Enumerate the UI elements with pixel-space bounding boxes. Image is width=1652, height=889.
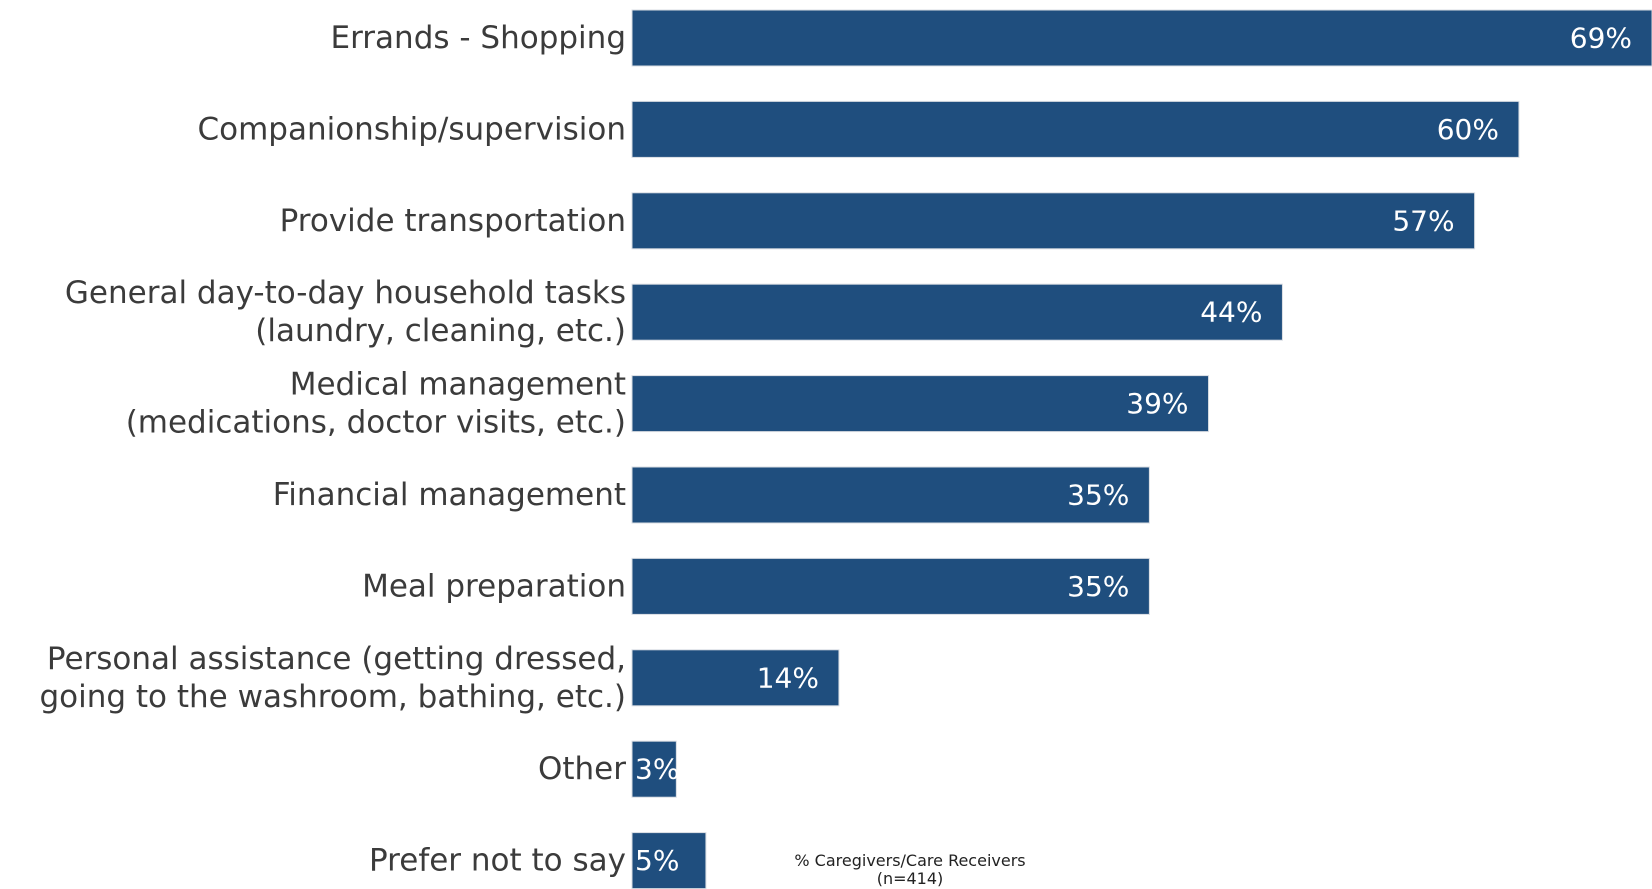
category-label-1: Companionship/supervision xyxy=(197,111,626,147)
category-label-7-line1: Personal assistance (getting dressed, xyxy=(47,641,626,677)
value-label-4: 39% xyxy=(1126,387,1188,420)
category-label-3-line1: General day-to-day household tasks xyxy=(65,275,626,311)
value-label-0: 69% xyxy=(1570,22,1632,55)
value-label-6: 35% xyxy=(1067,570,1129,603)
sample-note: % Caregivers/Care Receivers (n=414) xyxy=(740,852,1080,888)
bar-4 xyxy=(631,375,1210,433)
category-label-4-line2: (medications, doctor visits, etc.) xyxy=(126,405,626,441)
category-label-8: Other xyxy=(538,751,626,787)
value-label-9: 5% xyxy=(635,844,679,877)
bar-8 xyxy=(631,740,677,798)
bar-5 xyxy=(631,466,1150,524)
bar-7 xyxy=(631,649,840,707)
value-label-3: 44% xyxy=(1200,296,1262,329)
category-label-3-line2: (laundry, cleaning, etc.) xyxy=(255,313,626,349)
value-label-8: 3% xyxy=(635,753,679,786)
category-label-7-line2: going to the washroom, bathing, etc.) xyxy=(39,679,626,715)
category-label-2: Provide transportation xyxy=(280,203,626,239)
category-label-6: Meal preparation xyxy=(362,568,626,604)
bar-3 xyxy=(631,283,1283,341)
value-label-5: 35% xyxy=(1067,479,1129,512)
sample-note-line2: (n=414) xyxy=(876,869,944,888)
sample-note-line1: % Caregivers/Care Receivers xyxy=(794,851,1026,870)
value-label-7: 14% xyxy=(757,661,819,694)
category-label-5: Financial management xyxy=(273,477,626,513)
bar-1 xyxy=(631,100,1520,158)
bar-2 xyxy=(631,192,1476,250)
bar-0 xyxy=(631,9,1652,67)
value-label-1: 60% xyxy=(1437,113,1499,146)
category-label-0: Errands - Shopping xyxy=(331,20,626,56)
category-label-4-line1: Medical management xyxy=(290,367,626,403)
category-label-9: Prefer not to say xyxy=(369,843,626,879)
bar-6 xyxy=(631,557,1150,615)
value-label-2: 57% xyxy=(1392,204,1454,237)
